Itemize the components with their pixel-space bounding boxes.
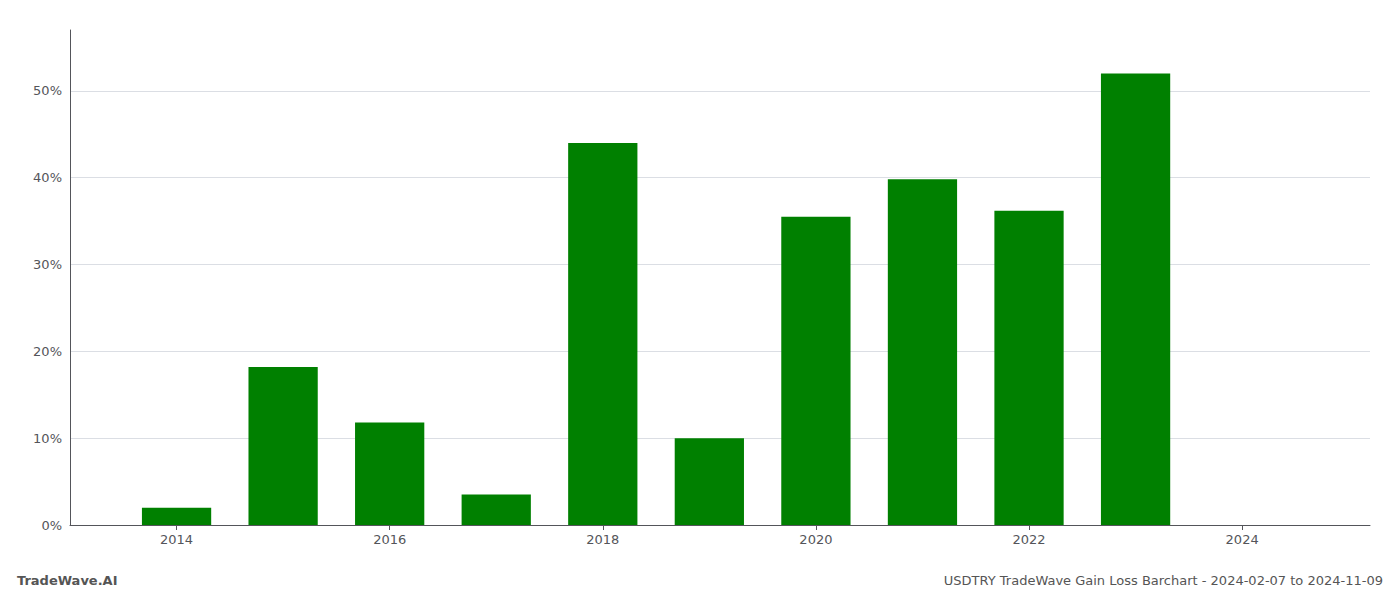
svg-text:USDTRY TradeWave Gain Loss Bar: USDTRY TradeWave Gain Loss Barchart - 20…: [944, 573, 1383, 588]
svg-text:TradeWave.AI: TradeWave.AI: [17, 573, 118, 588]
svg-text:2014: 2014: [160, 532, 193, 547]
svg-text:2022: 2022: [1012, 532, 1045, 547]
svg-text:30%: 30%: [33, 257, 62, 272]
svg-text:10%: 10%: [33, 431, 62, 446]
svg-text:2018: 2018: [586, 532, 619, 547]
svg-text:20%: 20%: [33, 344, 62, 359]
svg-text:2024: 2024: [1226, 532, 1259, 547]
svg-text:2020: 2020: [799, 532, 832, 547]
svg-text:50%: 50%: [33, 83, 62, 98]
svg-text:2016: 2016: [373, 532, 406, 547]
svg-text:0%: 0%: [41, 518, 62, 533]
svg-text:40%: 40%: [33, 170, 62, 185]
